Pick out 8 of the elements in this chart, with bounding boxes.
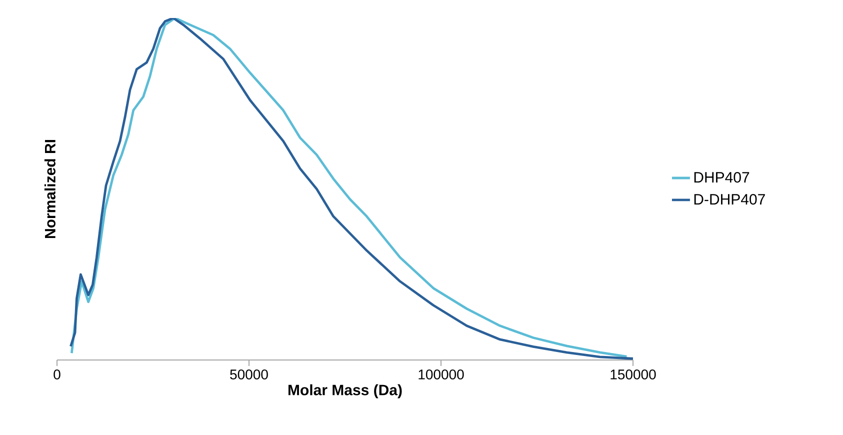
x-tick-label: 50000 [230, 370, 268, 380]
x-tick-label: 100000 [418, 370, 464, 380]
legend-label: DHP407 [694, 172, 750, 183]
legend-label: D-DHP407 [694, 194, 765, 205]
x-tick-label: 150000 [610, 370, 656, 380]
y-axis-title: Normalized RI [44, 140, 56, 238]
x-tick-label: 0 [54, 370, 60, 380]
x-axis-title: Molar Mass (Da) [288, 384, 402, 398]
